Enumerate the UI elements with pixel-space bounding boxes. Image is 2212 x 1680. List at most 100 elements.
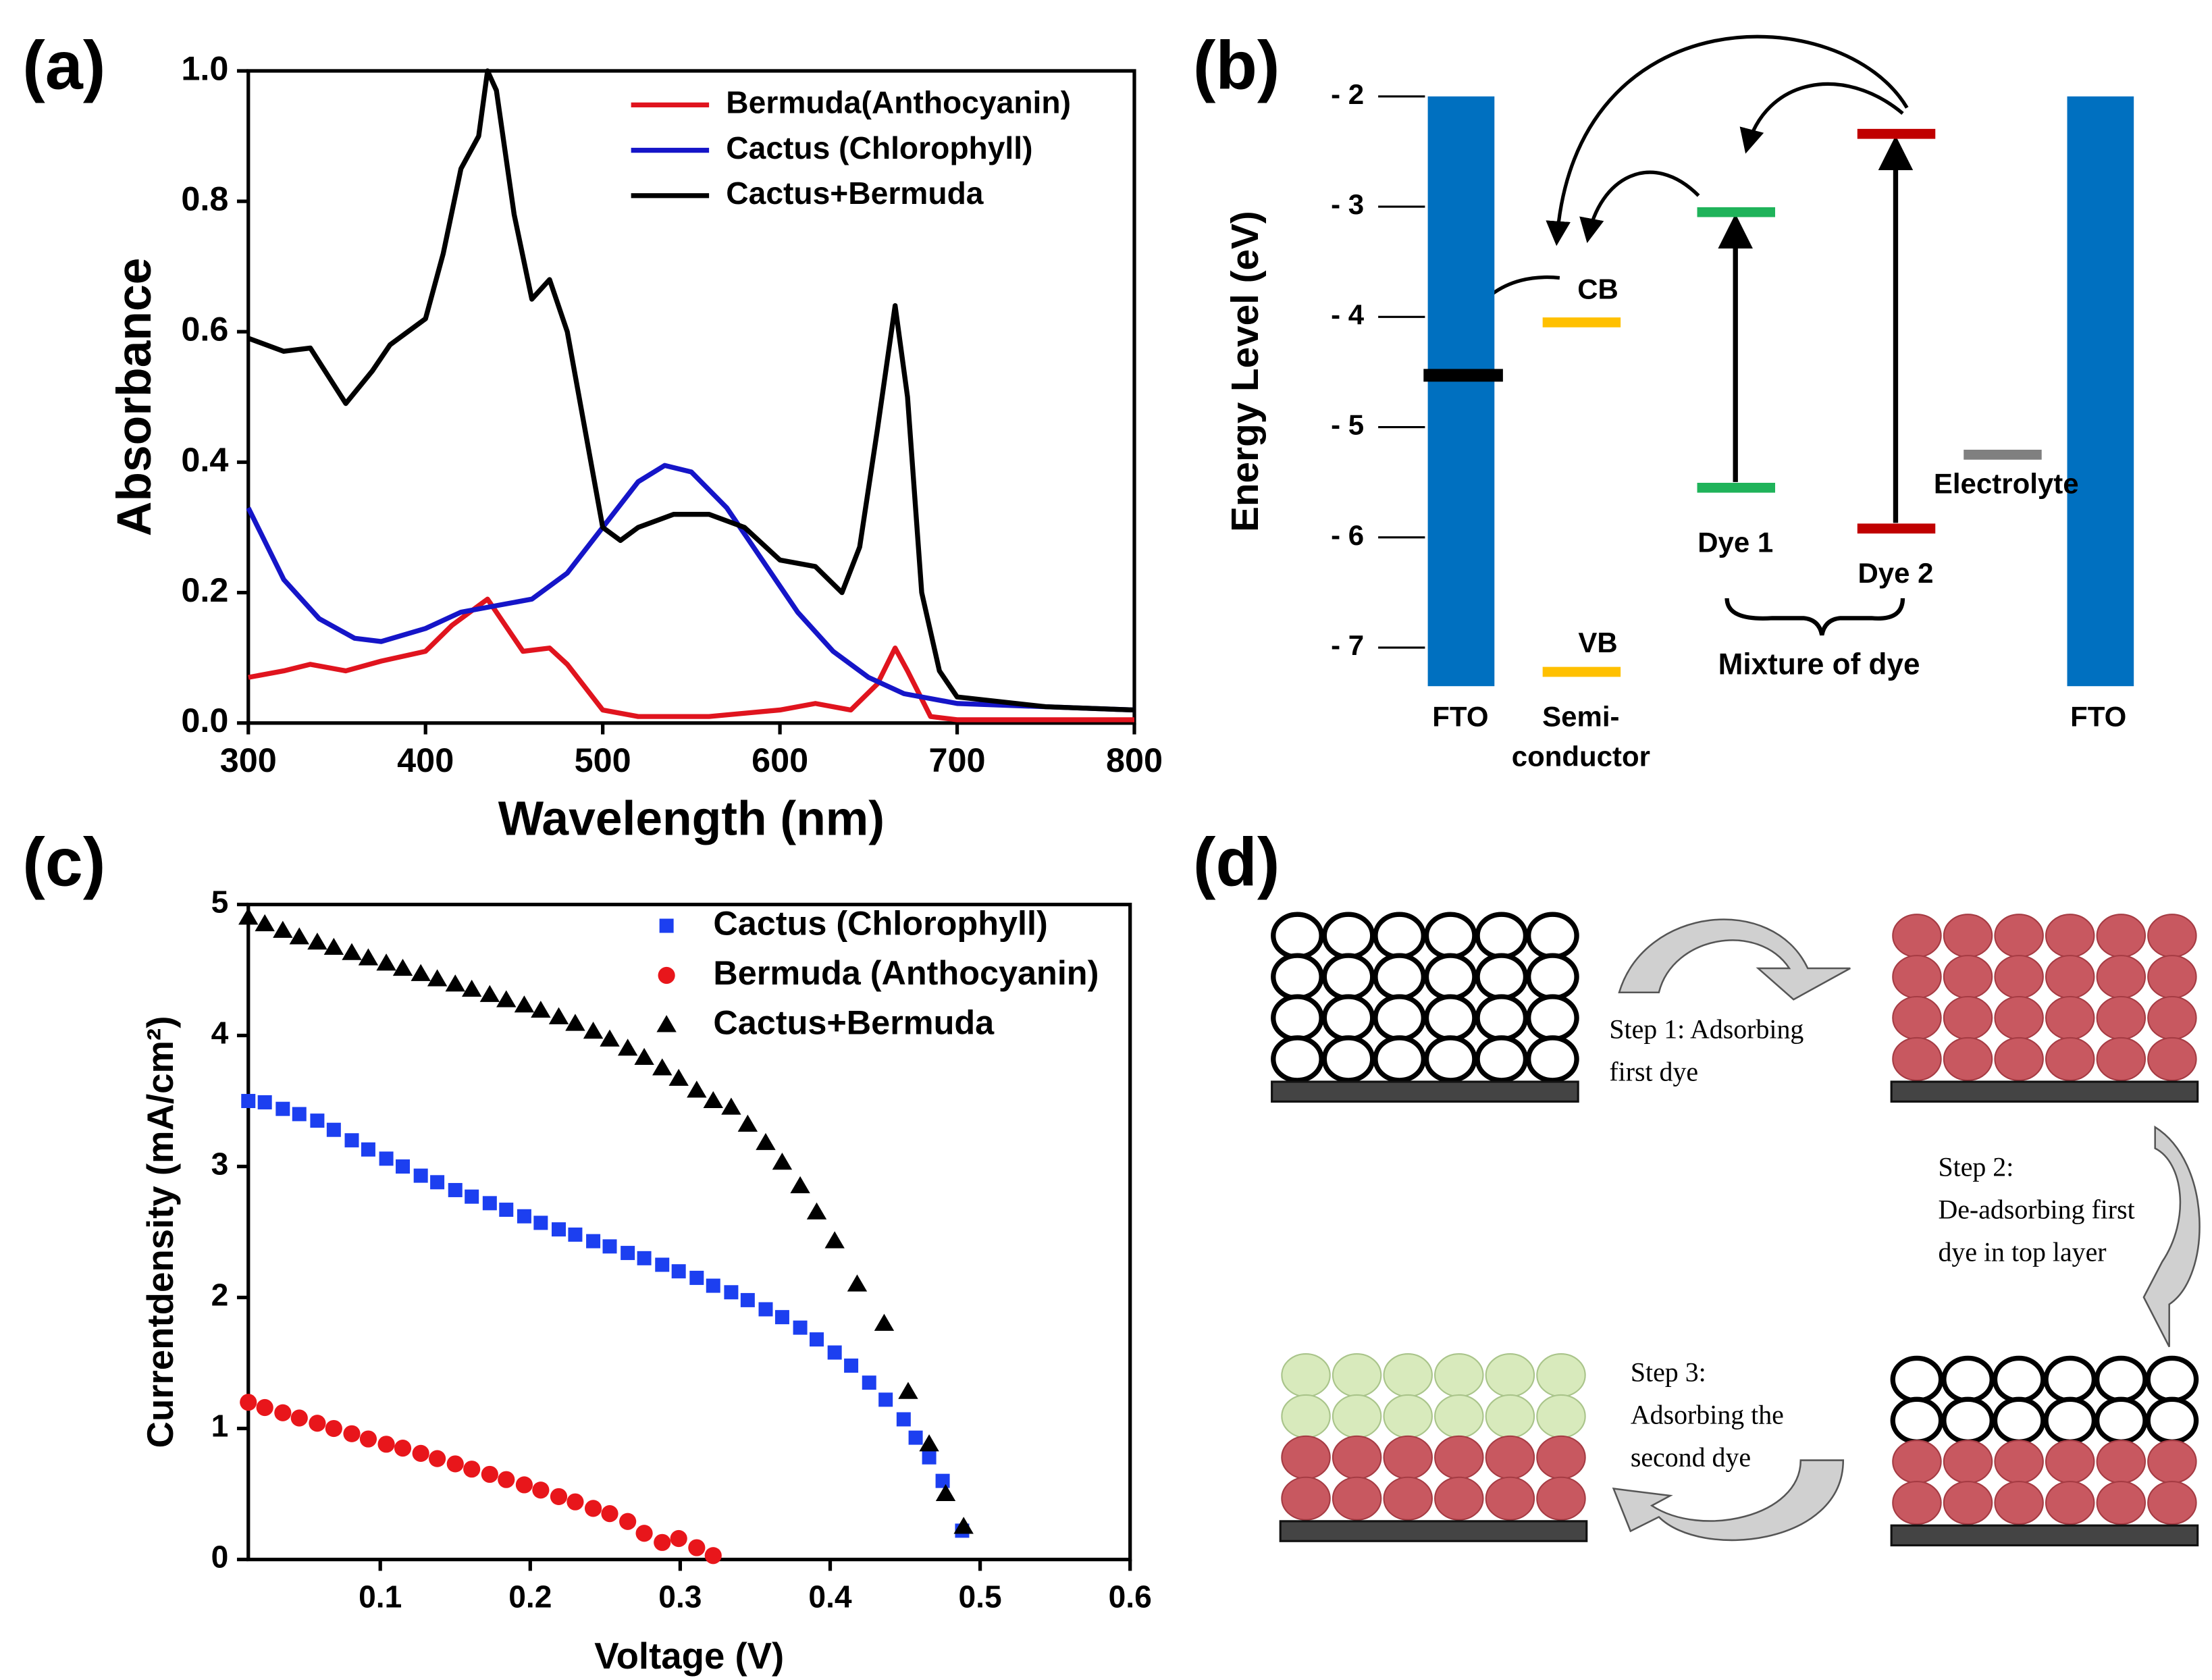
data-point (274, 1404, 292, 1421)
arrow (2142, 1125, 2201, 1348)
data-point (323, 937, 344, 955)
x-tick-label: 0.1 (359, 1579, 402, 1615)
arrow (1739, 82, 1904, 154)
y-axis-label: Energy Level (eV) (1224, 211, 1267, 532)
data-point (898, 1382, 918, 1399)
data-point (847, 1274, 868, 1292)
particle (1434, 1435, 1484, 1479)
particle (1271, 1035, 1324, 1083)
data-point (499, 1203, 514, 1217)
data-point (256, 1398, 273, 1417)
data-point (376, 953, 396, 971)
data-point (583, 1022, 604, 1039)
data-point (806, 1202, 827, 1219)
x-axis-label: Voltage (V) (594, 1635, 784, 1677)
x-tick-label: 0.6 (1109, 1579, 1152, 1615)
fto-electrode (2067, 96, 2134, 687)
particle (1890, 1355, 1944, 1404)
y-tick-label: - 4 (1331, 298, 1365, 330)
data-point (550, 1488, 568, 1506)
data-point (548, 1007, 569, 1024)
electrolyte-label: Electrolyte (1934, 468, 2079, 500)
data-point (445, 974, 465, 992)
electrode-label: FTO (1432, 701, 1488, 733)
y-tick-label: 0.8 (181, 179, 228, 217)
data-point (446, 1455, 464, 1473)
particle (1434, 1394, 1484, 1439)
data-point (396, 1159, 411, 1174)
data-point (654, 1533, 671, 1551)
substrate (1279, 1520, 1588, 1542)
x-tick-label: 0.4 (808, 1579, 852, 1615)
data-point (935, 1473, 950, 1488)
data-point (619, 1513, 637, 1530)
particle (1943, 1481, 1993, 1525)
particle (1383, 1476, 1433, 1521)
particle (2045, 1481, 2095, 1525)
data-point (465, 1189, 479, 1204)
legend-label: Cactus+Bermuda (726, 176, 983, 211)
data-point (498, 1471, 515, 1488)
particle (2096, 955, 2147, 999)
particle (1383, 1353, 1433, 1398)
data-point (908, 1430, 923, 1445)
particle (1892, 1440, 1942, 1484)
particle (2096, 1440, 2147, 1484)
particle (1536, 1394, 1586, 1439)
y-tick-label: 1 (211, 1409, 229, 1444)
data-point (740, 1292, 755, 1307)
data-point (935, 1484, 956, 1502)
particle (1475, 994, 1529, 1042)
particle (2096, 1036, 2147, 1081)
y-tick-label: 0 (211, 1540, 229, 1575)
data-point (919, 1434, 939, 1452)
data-point (790, 1176, 810, 1194)
data-point (721, 1097, 741, 1115)
band-label: CB (1577, 273, 1618, 305)
particle (1526, 1035, 1579, 1083)
particle (1321, 953, 1375, 1001)
data-point (586, 1234, 601, 1249)
data-point (635, 1525, 653, 1542)
data-point (359, 1430, 377, 1448)
data-point (461, 979, 482, 997)
particle (1992, 1396, 2046, 1444)
data-point (827, 1345, 842, 1360)
panel-label: (d) (1193, 825, 1280, 901)
data-point (704, 1547, 722, 1565)
data-point (568, 1227, 583, 1242)
arrow (1612, 1459, 1845, 1542)
data-point (463, 1461, 481, 1478)
particle (1994, 1481, 2044, 1525)
particle (1332, 1394, 1382, 1439)
y-tick-label: 4 (211, 1016, 229, 1051)
particle (2145, 1396, 2199, 1444)
particle (1943, 1036, 1993, 1081)
x-tick-label: 600 (752, 741, 808, 779)
x-axis-label: Wavelength (nm) (498, 792, 885, 846)
particle (1943, 995, 1993, 1041)
data-point (810, 1332, 824, 1347)
particle (2096, 995, 2147, 1041)
legend-label: Cactus+Bermuda (713, 1003, 995, 1041)
data-point (379, 1151, 394, 1166)
particle (1271, 994, 1324, 1042)
particle (2045, 1440, 2095, 1484)
panel-label: (a) (22, 28, 105, 104)
particle (1281, 1394, 1331, 1439)
particle (1943, 914, 1993, 958)
y-axis-label: Absorbance (107, 258, 161, 536)
particle (1536, 1435, 1586, 1479)
particle (1485, 1394, 1535, 1439)
y-tick-label: 0.6 (181, 310, 228, 348)
x-tick-label: 800 (1106, 741, 1163, 779)
data-point (772, 1153, 793, 1170)
legend-swatch (658, 966, 675, 985)
data-point (479, 985, 500, 1002)
legend-label: Cactus (Chlorophyll) (726, 130, 1032, 165)
particle (1434, 1476, 1484, 1521)
data-point (392, 958, 413, 976)
data-point (953, 1517, 974, 1534)
particle (2045, 1036, 2095, 1081)
y-tick-label: 0.4 (181, 440, 228, 479)
